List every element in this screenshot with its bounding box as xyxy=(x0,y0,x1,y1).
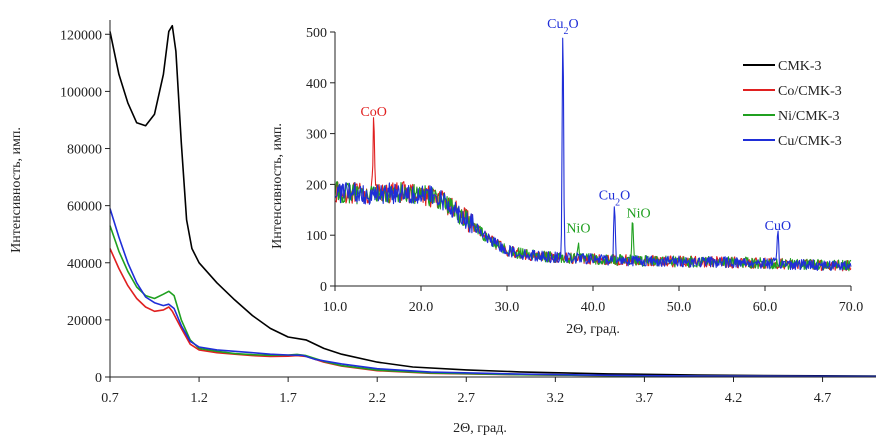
inset-x-ticks: 10.0 20.0 30.0 40.0 50.0 60.0 70.0 xyxy=(323,286,864,315)
main-x-tick-label: 3.2 xyxy=(547,391,565,406)
inset-x-tick-label: 70.0 xyxy=(839,300,864,315)
phase-label-nio: NiO xyxy=(627,206,651,221)
inset-y-tick-label: 300 xyxy=(306,128,327,143)
inset-x-tick-label: 10.0 xyxy=(323,300,348,315)
inset-x-tick-label: 60.0 xyxy=(753,300,778,315)
inset-x-tick-label: 30.0 xyxy=(495,300,520,315)
main-y-tick-label: 120000 xyxy=(60,28,102,43)
legend-label-cu-cmk-3: Cu/CMK-3 xyxy=(778,134,842,149)
main-x-tick-label: 4.2 xyxy=(725,391,743,406)
inset-y-tick-label: 400 xyxy=(306,77,327,92)
inset-y-tick-label: 200 xyxy=(306,178,327,193)
main-x-tick-label: 1.2 xyxy=(190,391,208,406)
main-series-group xyxy=(109,24,877,378)
main-y-tick-label: 20000 xyxy=(67,314,102,329)
main-x-axis-label: 2Θ, град. xyxy=(453,421,507,436)
phase-label-cu2o: Cu2O xyxy=(599,189,630,209)
inset-y-ticks: 0 100 200 300 400 500 xyxy=(306,26,335,295)
main-x-tick-label: 4.7 xyxy=(814,391,832,406)
inset-x-tick-label: 50.0 xyxy=(667,300,692,315)
phase-label-cuo: CuO xyxy=(765,219,791,234)
inset-y-axis-label: Интенсивность, имп. xyxy=(270,123,285,249)
phase-label-coo: CoO xyxy=(360,105,386,120)
legend: CMK-3 Co/CMK-3 Ni/CMK-3 Cu/CMK-3 xyxy=(743,59,842,149)
main-x-ticks: 0.7 1.2 1.7 2.2 2.7 3.2 3.7 4.2 4.7 xyxy=(101,377,831,406)
phase-label-nio: NiO xyxy=(566,222,590,237)
inset-y-tick-label: 500 xyxy=(306,26,327,41)
inset-series-group xyxy=(334,37,852,272)
main-y-ticks: 0 20000 40000 60000 80000 100000 120000 xyxy=(60,28,110,386)
main-y-axis-label: Интенсивность, имп. xyxy=(9,127,24,253)
legend-label-cmk-3: CMK-3 xyxy=(778,59,822,74)
main-x-tick-label: 1.7 xyxy=(279,391,297,406)
main-series-cmk-3 xyxy=(109,24,877,377)
inset-x-tick-label: 40.0 xyxy=(581,300,606,315)
inset-series-cu-cmk-3 xyxy=(334,37,852,271)
inset-x-axis-label: 2Θ, град. xyxy=(566,322,620,337)
inset-y-tick-label: 0 xyxy=(320,280,327,295)
inset-y-tick-label: 100 xyxy=(306,229,327,244)
legend-label-ni-cmk-3: Ni/CMK-3 xyxy=(778,109,839,124)
main-plot: 0.7 1.2 1.7 2.2 2.7 3.2 3.7 4.2 4.7 0 20000 40000 6… xyxy=(9,20,877,436)
inset-series-co-cmk-3 xyxy=(334,117,852,272)
inset-plot: 10.0 20.0 30.0 40.0 50.0 60.0 70.0 0 100 200 300 4… xyxy=(270,17,863,337)
main-x-tick-label: 2.7 xyxy=(458,391,476,406)
main-series-cu-cmk-3 xyxy=(109,208,877,378)
main-y-tick-label: 40000 xyxy=(67,257,102,272)
inset-x-tick-label: 20.0 xyxy=(409,300,434,315)
main-x-tick-label: 2.2 xyxy=(368,391,386,406)
inset-background xyxy=(335,32,851,286)
main-y-tick-label: 0 xyxy=(95,371,102,386)
main-x-tick-label: 0.7 xyxy=(101,391,119,406)
main-x-tick-label: 3.7 xyxy=(636,391,654,406)
main-y-tick-label: 100000 xyxy=(60,85,102,100)
phase-label-cu2o: Cu2O xyxy=(547,17,578,37)
main-series-ni-cmk-3 xyxy=(109,225,877,378)
legend-label-co-cmk-3: Co/CMK-3 xyxy=(778,84,842,99)
main-y-tick-label: 60000 xyxy=(67,200,102,215)
main-y-tick-label: 80000 xyxy=(67,143,102,158)
